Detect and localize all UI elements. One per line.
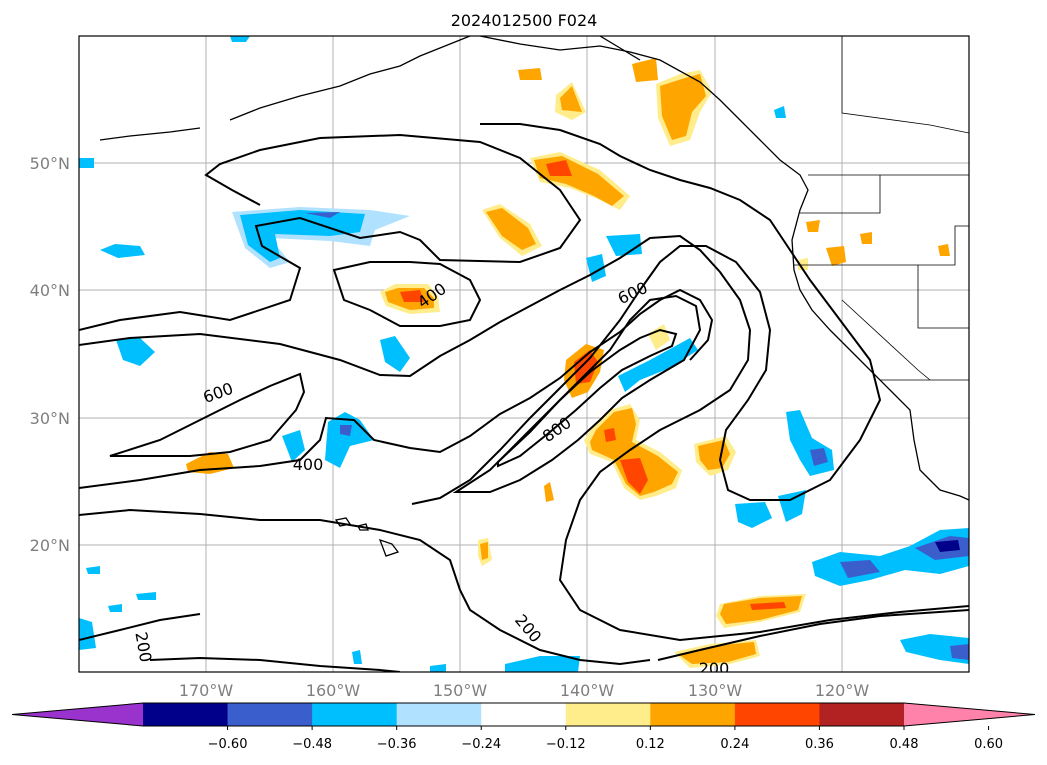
lat-label-20n: 20°N <box>30 536 70 555</box>
colorbar-tick-label: 0.60 <box>974 737 1003 752</box>
colorbar-segment <box>650 703 736 726</box>
colorbar-segment <box>565 703 651 726</box>
colorbar-segment <box>227 703 313 726</box>
colorbar: −0.60 −0.48 −0.36 −0.24 −0.12 0.12 0.24 0.36 0.4… <box>11 702 1036 752</box>
lon-label-120w: 120°W <box>815 681 870 700</box>
colorbar-outline <box>11 702 1036 727</box>
colorbar-tick-label: −0.36 <box>377 737 417 752</box>
lon-label-160w: 160°W <box>306 681 361 700</box>
colorbar-tick-label: −0.24 <box>461 737 501 752</box>
colorbar-segment <box>143 703 229 726</box>
contour-label-400-south: 400 <box>293 455 324 474</box>
colorbar-tick-label: 0.24 <box>720 737 749 752</box>
lon-label-150w: 150°W <box>433 681 488 700</box>
lat-label-50n: 50°N <box>30 154 70 173</box>
lat-label-30n: 30°N <box>30 409 70 428</box>
colorbar-tick-label: 0.12 <box>636 737 665 752</box>
colorbar-segment <box>481 703 567 726</box>
colorbar-extend-min <box>12 703 143 726</box>
colorbar-extend-max <box>904 703 1035 726</box>
longitude-labels: 170°W 160°W 150°W 140°W 130°W 120°W <box>179 681 870 700</box>
colorbar-segment <box>819 703 905 726</box>
colorbar-tick-label: 0.48 <box>890 737 919 752</box>
colorbar-tick-label: 0.36 <box>805 737 834 752</box>
lon-label-170w: 170°W <box>179 681 234 700</box>
height-contours <box>79 123 969 672</box>
colorbar-tick-label: −0.48 <box>292 737 332 752</box>
lon-label-130w: 130°W <box>688 681 743 700</box>
contour-label-200-east: 200 <box>699 659 730 678</box>
state-borders <box>794 36 969 381</box>
lat-label-40n: 40°N <box>30 281 70 300</box>
colorbar-segment <box>734 703 820 726</box>
latitude-labels: 50°N 40°N 30°N 20°N <box>30 154 70 555</box>
coastlines <box>99 36 969 557</box>
figure-title: 2024012500 F024 <box>451 11 598 30</box>
lon-label-140w: 140°W <box>560 681 615 700</box>
map-panel: 400 600 600 400 800 200 200 200 <box>78 35 970 678</box>
colorbar-segment <box>312 703 398 726</box>
map-frame <box>78 35 970 673</box>
colorbar-segment <box>396 703 482 726</box>
colorbar-tick-label: −0.12 <box>546 737 586 752</box>
colorbar-tick-label: −0.60 <box>208 737 248 752</box>
